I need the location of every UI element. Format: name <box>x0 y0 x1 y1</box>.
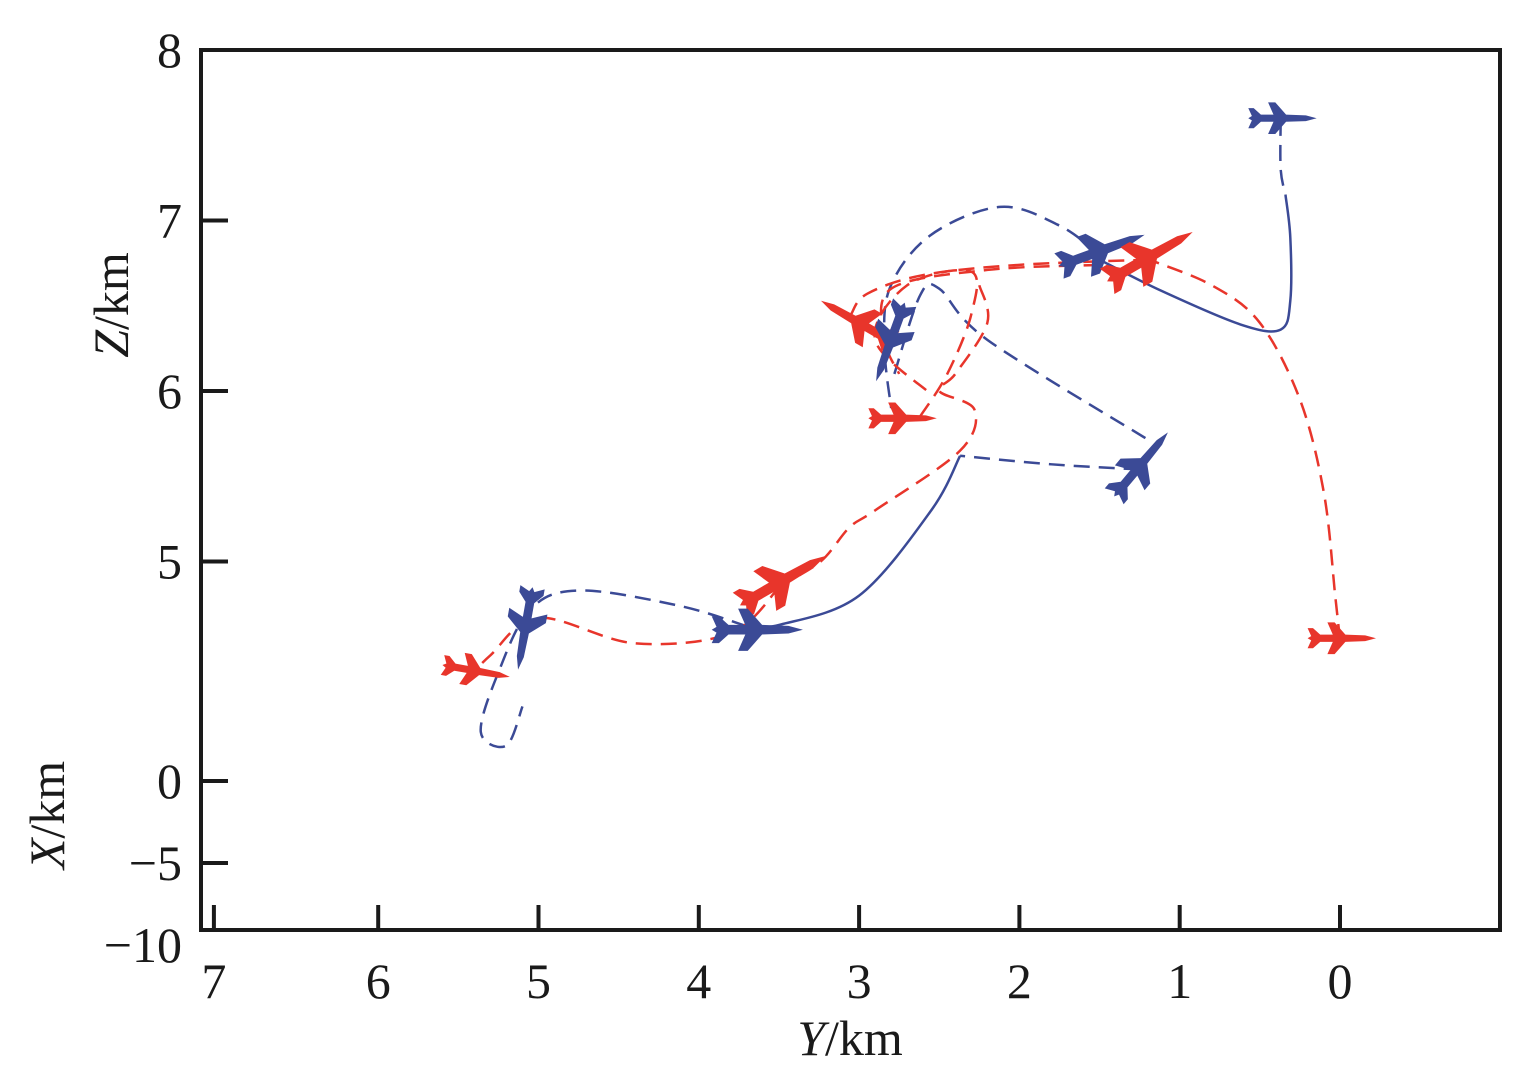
axis-ticks: 7 6 5 4 3 2 1 0 8 7 6 5 0 −5 −10 <box>104 22 1353 1009</box>
trajectory-red-top2-dashed <box>879 263 1100 375</box>
y-tick-label: 5 <box>157 534 182 590</box>
trajectory-red-s-dashed <box>779 284 990 587</box>
blue-aircraft-icon <box>711 608 803 651</box>
y-tick-label: −10 <box>104 917 182 973</box>
red-aircraft-icon <box>1307 622 1376 655</box>
trajectory-blue-right-dashed <box>959 454 1140 471</box>
y-tick-label: −5 <box>129 835 182 891</box>
trajectory-red-climb-dashed <box>1148 258 1342 641</box>
y-axis-label-z: Z/km <box>83 252 139 358</box>
red-aircraft-icon <box>440 652 510 686</box>
trajectory-blue-arc-dashed <box>882 205 1101 409</box>
plot-marks <box>440 102 1376 749</box>
trajectory-blue-descent-solid <box>1098 194 1293 333</box>
trajectory-red-top-dashed <box>850 258 1150 316</box>
trajectory-blue-left-dashed <box>479 589 748 749</box>
y-axis-label-x: X/km <box>19 761 75 871</box>
red-aircraft-icon <box>1099 232 1193 295</box>
plot-frame <box>199 48 1502 932</box>
x-tick-label: 5 <box>526 953 551 1009</box>
x-tick-label: 1 <box>1167 953 1192 1009</box>
red-aircraft-icon <box>820 300 900 354</box>
red-aircraft-icon <box>868 402 937 435</box>
x-tick-label: 4 <box>686 953 711 1009</box>
x-axis-label: Y/km <box>797 1010 903 1066</box>
blue-aircraft-icon <box>875 298 917 382</box>
blue-aircraft-icon <box>1054 233 1145 279</box>
x-tick-label: 0 <box>1328 953 1353 1009</box>
x-tick-label: 3 <box>847 953 872 1009</box>
x-tick-label: 6 <box>366 953 391 1009</box>
y-tick-label: 7 <box>157 193 182 249</box>
x-tick-label: 2 <box>1007 953 1032 1009</box>
trajectory-red-inner-dashed <box>873 268 979 418</box>
blue-aircraft-icon <box>507 585 548 670</box>
red-aircraft-icon <box>732 555 826 618</box>
trajectory-blue-descent-dashed <box>1279 119 1287 196</box>
y-tick-label: 6 <box>157 363 182 419</box>
blue-aircraft-icon <box>1248 102 1317 135</box>
blue-aircraft-icon <box>1104 432 1168 505</box>
y-tick-label: 8 <box>157 22 182 78</box>
x-tick-label: 7 <box>201 953 226 1009</box>
trajectory-blue-loop-dashed <box>893 282 1150 442</box>
y-tick-label: 0 <box>157 753 182 809</box>
